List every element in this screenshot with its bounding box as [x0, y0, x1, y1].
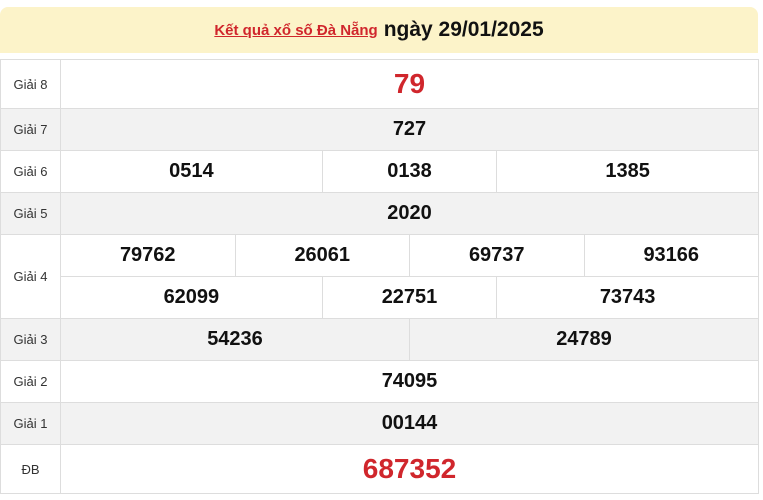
row-giai-5: Giải 5 2020	[0, 192, 759, 235]
results-header: Kết quả xổ số Đà Nẵng ngày 29/01/2025	[0, 7, 758, 53]
results-title-link[interactable]: Kết quả xổ số Đà Nẵng	[214, 21, 378, 39]
prize-number: 93166	[583, 234, 759, 277]
prize-number: 0138	[321, 150, 498, 193]
row-giai-8: Giải 8 79	[0, 59, 759, 109]
prize-label: Giải 2	[0, 360, 61, 403]
prize-number: 79762	[60, 234, 236, 277]
row-giai-4: Giải 4 79762 26061 69737 93166	[0, 234, 759, 319]
prize-number: 2020	[60, 192, 759, 235]
prize-number: 22751	[321, 276, 498, 319]
prize-number: 62099	[60, 276, 323, 319]
prize-label: Giải 6	[0, 150, 61, 193]
prize-label: Giải 5	[0, 192, 61, 235]
results-date: ngày 29/01/2025	[383, 18, 544, 41]
prize-number: 73743	[496, 276, 759, 319]
prize-label: Giải 8	[0, 59, 61, 109]
row-giai-6: Giải 6 0514 0138 1385	[0, 150, 759, 193]
row-giai-1: Giải 1 00144	[0, 402, 759, 445]
results-table: Giải 8 79 Giải 7 727 Giải 6 0514 0138 1385 Gi…	[0, 59, 759, 494]
prize-number: 00144	[60, 402, 759, 445]
prize-number: 79	[60, 59, 759, 109]
prize-number: 24789	[409, 318, 759, 361]
prize-label: ĐB	[0, 444, 61, 494]
prize-number: 69737	[409, 234, 585, 277]
row-giai-2: Giải 2 74095	[0, 360, 759, 403]
row-dac-biet: ĐB 687352	[0, 444, 759, 494]
prize-label: Giải 1	[0, 402, 61, 445]
row-giai-7: Giải 7 727	[0, 108, 759, 151]
prize-number: 0514	[60, 150, 323, 193]
prize-label: Giải 3	[0, 318, 61, 361]
prize-number: 54236	[60, 318, 410, 361]
prize-label: Giải 4	[0, 234, 61, 319]
row-giai-3: Giải 3 54236 24789	[0, 318, 759, 361]
prize-number: 727	[60, 108, 759, 151]
prize-label: Giải 7	[0, 108, 61, 151]
special-prize-number: 687352	[60, 444, 759, 494]
prize-number: 74095	[60, 360, 759, 403]
row-giai-4b: 62099 22751 73743	[1, 276, 759, 319]
prize-number: 1385	[496, 150, 759, 193]
prize-number: 26061	[234, 234, 410, 277]
